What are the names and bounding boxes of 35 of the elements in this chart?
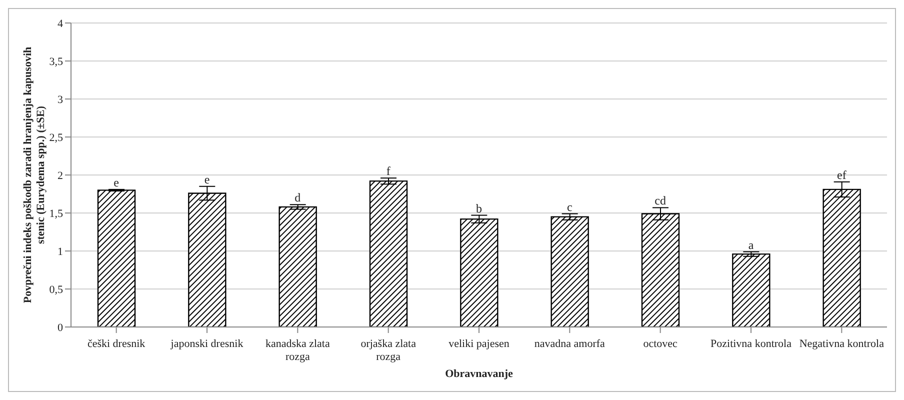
bar — [369, 180, 408, 327]
y-tick-label: 2 — [58, 170, 63, 182]
bar — [460, 218, 498, 327]
x-tick-label: kanadska zlata rozga — [265, 338, 330, 363]
annotation: cd — [654, 194, 666, 208]
x-axis-title: Obravnavanje — [445, 368, 514, 380]
x-tick-label: navadna amorfa — [534, 338, 606, 350]
y-tick-label: 1,5 — [49, 208, 64, 220]
bar — [97, 190, 136, 327]
x-tick-label: octovec — [643, 338, 678, 350]
annotation: c — [567, 200, 572, 214]
y-tick-label: 1 — [58, 246, 63, 258]
y-tick-label: 0,5 — [49, 284, 64, 296]
x-tick-label: Negativna kontrola — [799, 338, 884, 350]
annotation: e — [204, 172, 210, 186]
bar — [278, 206, 317, 327]
y-tick-label: 4 — [58, 18, 64, 30]
y-tick-label: 3,5 — [49, 56, 64, 68]
x-tick-label: japonski dresnik — [170, 338, 244, 350]
annotation: b — [476, 201, 482, 216]
annotation: a — [748, 238, 754, 252]
x-tick-label: češki dresnik — [87, 338, 146, 350]
y-tick-label: 2,5 — [49, 132, 64, 144]
bar — [550, 216, 589, 327]
y-tick-label: 0 — [58, 322, 64, 334]
annotation: ef — [837, 168, 846, 182]
bar — [732, 253, 770, 327]
annotation: f — [386, 164, 390, 178]
x-tick-label: veliki pajesen — [448, 338, 510, 350]
annotation: e — [114, 175, 119, 190]
x-tick-label: orjaška zlata rozga — [360, 338, 416, 363]
y-axis-title: Povprečni indeks poškodb zaradi hranjenja kapusovih stenic (Eurydema spp.) (±SE) — [22, 46, 47, 304]
annotation: d — [294, 190, 301, 205]
x-tick-label: Pozitivna kontrola — [710, 338, 792, 350]
y-tick-label: 3 — [58, 94, 64, 106]
